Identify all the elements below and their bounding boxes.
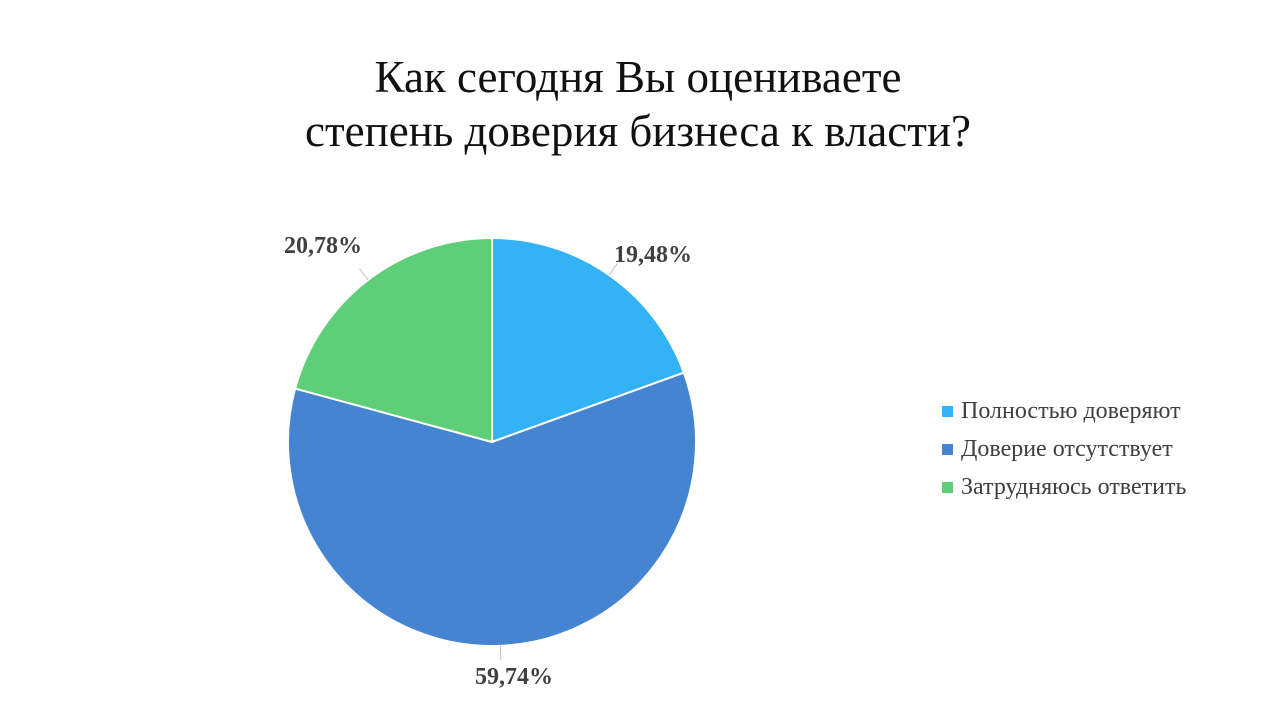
chart-title-line-2: степень доверия бизнеса к власти?: [305, 106, 971, 156]
chart-title: Как сегодня Вы оцениваете степень довери…: [0, 50, 1276, 158]
leader-line-hard-to-say: [359, 268, 369, 281]
legend-swatch-no-trust: [942, 443, 953, 455]
leader-line-no-trust: [499, 645, 502, 660]
pie-slice-no-trust: [287, 371, 697, 647]
legend-item-full-trust: Полностью доверяют: [942, 392, 1186, 430]
data-label-no-trust: 59,74%: [475, 664, 553, 690]
data-label-hard-to-say: 20,78%: [284, 233, 362, 259]
data-label-full-trust: 19,48%: [614, 242, 692, 268]
legend: Полностью доверяют Доверие отсутствует З…: [942, 392, 1186, 506]
legend-label-hard-to-say: Затрудняюсь ответить: [961, 473, 1187, 500]
chart-title-line-1: Как сегодня Вы оцениваете: [374, 52, 902, 102]
leader-line-full-trust: [608, 263, 618, 276]
legend-item-no-trust: Доверие отсутствует: [942, 430, 1186, 468]
pie-slice-full-trust: [491, 236, 686, 444]
legend-swatch-hard-to-say: [942, 481, 953, 493]
legend-item-hard-to-say: Затрудняюсь ответить: [942, 468, 1186, 506]
pie-slice-hard-to-say: [293, 236, 493, 444]
legend-label-full-trust: Полностью доверяют: [961, 397, 1181, 424]
legend-label-no-trust: Доверие отсутствует: [961, 435, 1173, 462]
legend-swatch-full-trust: [942, 405, 953, 417]
